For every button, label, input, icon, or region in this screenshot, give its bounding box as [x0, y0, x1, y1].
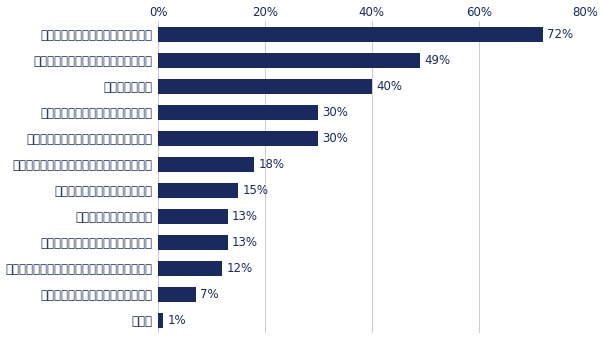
Bar [158, 235, 228, 250]
Bar [158, 313, 164, 328]
Bar [158, 208, 228, 224]
Bar [158, 157, 254, 172]
Text: 30%: 30% [323, 106, 349, 119]
Bar [158, 261, 222, 276]
Text: 12%: 12% [226, 262, 252, 275]
Text: 18%: 18% [259, 158, 284, 171]
Bar [158, 79, 372, 94]
Text: 72%: 72% [547, 28, 573, 41]
Bar [158, 131, 318, 146]
Text: 1%: 1% [168, 314, 187, 327]
Text: 49%: 49% [424, 54, 451, 67]
Text: 13%: 13% [232, 210, 258, 223]
Text: 15%: 15% [243, 184, 269, 197]
Bar [158, 104, 318, 120]
Bar [158, 287, 196, 302]
Text: 7%: 7% [200, 288, 219, 301]
Text: 40%: 40% [376, 80, 402, 93]
Text: 30%: 30% [323, 132, 349, 145]
Bar [158, 26, 543, 42]
Bar [158, 53, 420, 68]
Bar [158, 183, 238, 198]
Text: 13%: 13% [232, 236, 258, 249]
